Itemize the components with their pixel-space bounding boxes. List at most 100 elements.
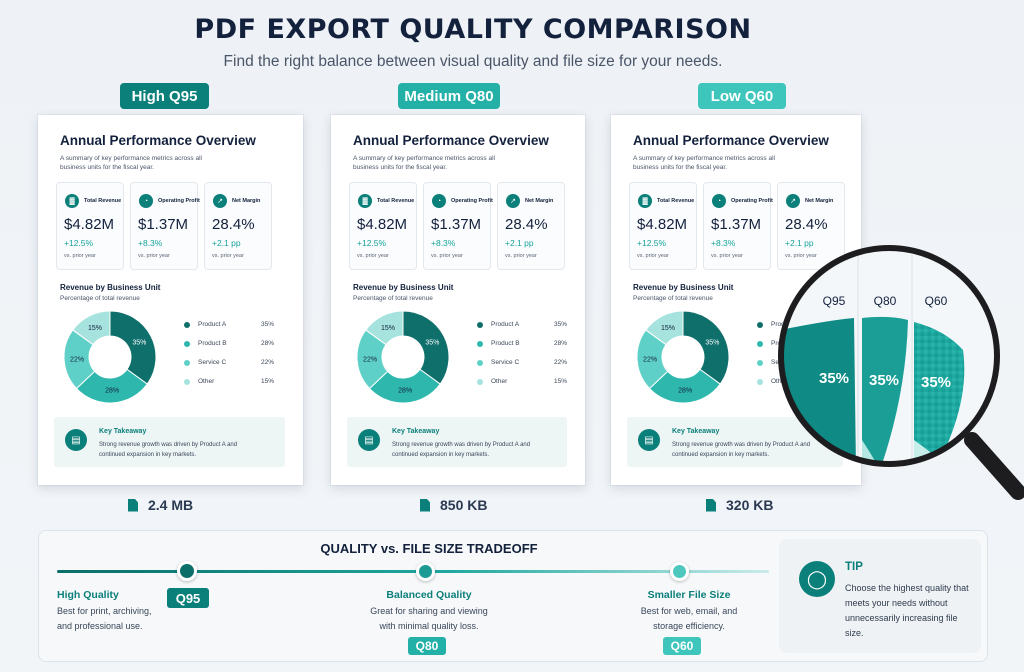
pie-chart-icon: ◔ [712,194,726,208]
kpi-value: 28.4% [505,216,548,233]
legend-value: 15% [260,378,274,385]
kpi-note: vs. prior year [785,253,817,259]
kpi-label: Net Margin [805,198,834,204]
donut-slice-product-a [402,310,450,385]
trend-up-icon: ↗ [213,194,227,208]
legend-label: Product A [491,321,520,328]
donut-data-label: 15% [88,325,102,332]
card-title: Annual Performance Overview [633,133,829,148]
bar-chart-icon: ▓ [638,194,652,208]
kpi-change: +2.1 pp [785,238,814,248]
magnifier-value-q80: 35% [869,372,899,389]
kpi-card: ▓ Total Revenue $4.82M +12.5% vs. prior … [629,182,697,270]
kpi-card: ↗ Net Margin 28.4% +2.1 pp vs. prior yea… [204,182,272,270]
tip-box: ◯ TIP Choose the highest quality that me… [779,539,981,653]
donut-data-label: 22% [363,357,377,364]
kpi-label: Operating Profit [731,198,773,204]
report-card-q80: Annual Performance Overview A summary of … [331,115,585,485]
legend-label: Other [771,378,788,385]
revenue-title: Revenue by Business Unit [633,283,734,292]
legend-label: Service C [491,359,520,366]
kpi-change: +12.5% [64,238,94,248]
legend-swatch [477,379,483,385]
legend-label: Service C [198,359,227,366]
legend-item: Product A 35% [477,321,567,331]
takeaway-title: Key Takeaway [99,428,147,435]
donut-chart: 35% 28% 22% 15% [636,310,730,404]
tip-title: TIP [845,561,863,573]
kpi-note: vs. prior year [711,253,743,259]
legend-label: Product B [198,340,227,347]
legend-swatch [184,379,190,385]
badge-low-quality: Low Q60 [698,83,786,109]
takeaway-title: Key Takeaway [392,428,440,435]
legend-item: Product B 28% [184,340,274,350]
file-size-q95: 2.4 MB [128,497,193,513]
file-size-label: 850 KB [440,497,488,513]
revenue-subtitle: Percentage of total revenue [60,295,140,302]
label-smaller-file-size: Smaller File Size [647,589,731,601]
donut-data-label: 22% [70,357,84,364]
card-title: Annual Performance Overview [60,133,256,148]
kpi-card: ▓ Total Revenue $4.82M +12.5% vs. prior … [349,182,417,270]
desc-smaller-file-size-2: storage efficiency. [653,621,725,631]
knob-q60[interactable] [670,562,689,581]
magnifier-value-q60: 35% [921,374,951,391]
knob-q80[interactable] [416,562,435,581]
file-icon [420,498,430,512]
revenue-subtitle: Percentage of total revenue [353,295,433,302]
legend-label: Product A [198,321,227,328]
kpi-change: +8.3% [138,238,163,248]
file-icon [128,498,138,512]
pie-chart-icon: ◔ [139,194,153,208]
takeaway-text: Strong revenue growth was driven by Prod… [392,442,531,458]
kpi-value: $1.37M [138,216,189,233]
bar-chart-icon: ▓ [358,194,372,208]
legend-swatch [757,360,763,366]
file-size-label: 320 KB [726,497,774,513]
desc-balanced-quality-2: with minimal quality loss. [379,621,479,631]
file-size-q60: 320 KB [706,497,773,513]
legend-label: Other [491,378,508,385]
kpi-value: $1.37M [431,216,482,233]
legend-swatch [477,322,483,328]
pie-chart-icon: ◔ [432,194,446,208]
file-icon [706,498,716,512]
kpi-card: ↗ Net Margin 28.4% +2.1 pp vs. prior yea… [497,182,565,270]
legend-item: Product B 28% [477,340,567,350]
takeaway-text: Strong revenue growth was driven by Prod… [99,442,238,458]
bar-chart-icon: ▓ [65,194,79,208]
kpi-value: $4.82M [64,216,115,233]
legend-swatch [757,322,763,328]
legend-swatch [477,360,483,366]
kpi-label: Operating Profit [158,198,200,204]
pill-q80: Q80 [408,637,446,655]
kpi-value: $1.37M [711,216,762,233]
report-card-q95: Annual Performance Overview A summary of … [38,115,303,485]
donut-slice-product-a [682,310,730,385]
legend-swatch [757,379,763,385]
kpi-change: +2.1 pp [505,238,534,248]
donut-slice-product-b [648,368,721,404]
legend-item: Product A 35% [184,321,274,331]
knob-q95[interactable] [177,561,197,581]
card-subtitle: A summary of key performance metrics acr… [60,155,202,171]
kpi-value: 28.4% [785,216,828,233]
legend-swatch [184,322,190,328]
donut-chart: 35% 28% 22% 15% [356,310,450,404]
page-title: PDF EXPORT QUALITY COMPARISON [194,14,752,45]
donut-data-label: 15% [381,325,395,332]
legend-item: Other 15% [184,378,274,388]
file-size-label: 2.4 MB [148,497,194,513]
kpi-label: Total Revenue [84,198,122,204]
card-title: Annual Performance Overview [353,133,549,148]
kpi-value: $4.82M [357,216,408,233]
donut-data-label: 28% [398,387,412,394]
legend-value: 15% [553,378,567,385]
legend-swatch [184,360,190,366]
quality-track [57,570,769,573]
legend-value: 28% [553,340,567,347]
kpi-card: ▓ Total Revenue $4.82M +12.5% vs. prior … [56,182,124,270]
kpi-value: 28.4% [212,216,255,233]
